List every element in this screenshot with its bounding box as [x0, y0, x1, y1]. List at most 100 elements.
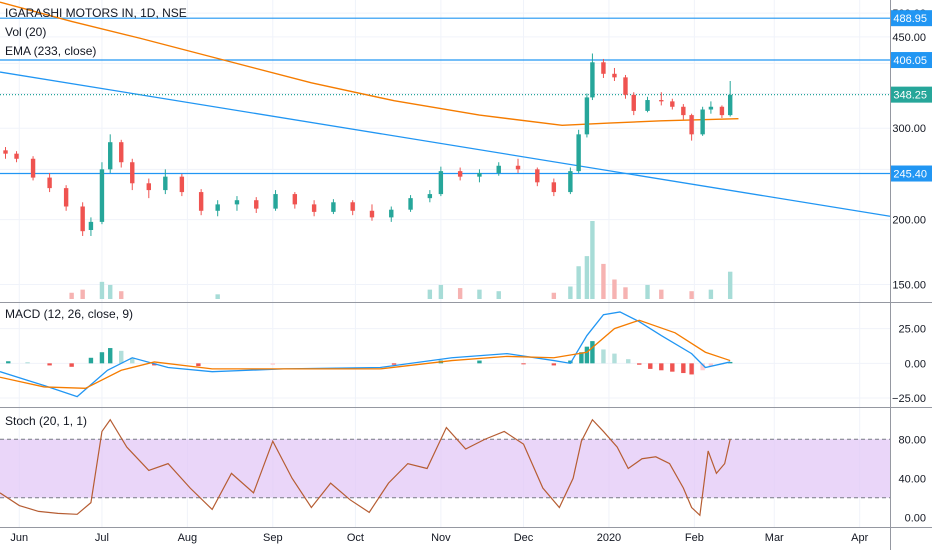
macd-histogram-bar	[670, 363, 675, 372]
candle-body	[99, 169, 105, 222]
time-axis-label: Aug	[178, 532, 198, 544]
macd-axis-label: 0.00	[905, 358, 926, 370]
candle-body	[3, 150, 8, 154]
volume-bar	[551, 292, 557, 299]
price-tag-bg	[891, 52, 932, 69]
ema-label: EMA (233, close)	[5, 44, 96, 58]
macd-histogram-bar	[477, 360, 482, 364]
time-axis-label: Oct	[347, 532, 364, 544]
candle-body	[438, 171, 444, 195]
candle-body	[30, 158, 36, 178]
trendline	[0, 71, 890, 217]
price-axis-label: 450.00	[892, 32, 926, 44]
candle-body	[331, 202, 336, 212]
ema-line	[0, 1, 739, 126]
candle-body	[645, 100, 650, 111]
price-axis-label: 200.00	[892, 215, 926, 227]
stoch-band	[0, 439, 890, 498]
candle-body	[631, 94, 636, 111]
volume-bar	[215, 294, 220, 299]
macd-histogram-bar	[47, 363, 52, 366]
macd-histogram-bar	[6, 361, 11, 364]
candle-body	[88, 221, 94, 230]
volume-bar	[576, 266, 581, 299]
macd-histogram-bar	[648, 363, 653, 369]
macd-histogram-bar	[391, 363, 397, 365]
macd-histogram-bar	[626, 359, 631, 364]
candle-body	[350, 202, 355, 211]
volume-bar	[659, 289, 664, 299]
time-axis-label: 2020	[597, 532, 621, 544]
price-tag-label: 488.95	[893, 13, 927, 25]
macd-histogram-bar	[270, 363, 275, 365]
macd-histogram-bar	[196, 363, 201, 367]
candle-body	[80, 206, 85, 232]
price-tag-label: 406.05	[893, 55, 927, 67]
stoch-axis-label: 80.00	[898, 434, 926, 446]
macd-histogram-bar	[689, 363, 694, 375]
time-axis-label: Dec	[514, 532, 534, 544]
candle-body	[659, 100, 664, 102]
volume-bar	[99, 281, 105, 299]
candle-body	[496, 165, 501, 173]
candle-body	[408, 198, 413, 210]
volume-bar	[119, 291, 124, 299]
macd-line	[0, 311, 731, 398]
candle-body	[108, 142, 113, 170]
symbol-title: IGARASHI MOTORS IN, 1D, NSE	[5, 6, 187, 20]
volume-bar	[601, 263, 606, 299]
candle-body	[234, 200, 240, 205]
volume-bar	[708, 289, 714, 299]
candle-body	[292, 194, 298, 205]
candle-body	[198, 192, 204, 211]
candle-body	[584, 97, 590, 135]
macd-histogram-bar	[637, 363, 642, 365]
price-tag-bg	[891, 86, 932, 103]
volume-bar	[645, 284, 650, 299]
macd-histogram-bar	[659, 363, 664, 371]
candle-body	[708, 106, 714, 110]
candle-body	[63, 188, 69, 207]
volume-bar	[612, 279, 617, 299]
candle-body	[427, 194, 433, 199]
volume-bar	[477, 289, 482, 299]
macd-histogram-bar	[700, 363, 705, 371]
candle-body	[689, 115, 694, 135]
macd-histogram-bar	[69, 363, 74, 367]
time-axis-label: Feb	[685, 532, 704, 544]
candle-body	[727, 94, 733, 116]
price-axis-label: 300.00	[892, 123, 926, 135]
candle-body	[551, 182, 557, 193]
macd-histogram-bar	[612, 353, 617, 364]
volume-bar	[584, 256, 590, 299]
volume-bar	[590, 221, 595, 299]
macd-histogram-bar	[119, 350, 124, 364]
macd-histogram-bar	[584, 346, 590, 364]
macd-axis-label: 25.00	[898, 324, 926, 336]
candle-body	[311, 204, 317, 212]
price-tag-label: 245.40	[893, 169, 927, 181]
candle-body	[119, 142, 124, 163]
stoch-title: Stoch (20, 1, 1)	[5, 414, 87, 428]
volume-bar	[568, 286, 573, 299]
candle-body	[47, 177, 52, 189]
candle-body	[623, 77, 628, 95]
candle-body	[576, 134, 581, 172]
candle-body	[163, 176, 168, 191]
macd-histogram-bar	[130, 357, 135, 364]
candle-body	[719, 106, 725, 116]
time-axis-label: Sep	[263, 532, 283, 544]
candle-body	[369, 210, 375, 218]
time-axis-label: Jun	[10, 532, 28, 544]
time-axis-label: Jul	[95, 532, 109, 544]
candle-body	[130, 162, 135, 184]
macd-histogram-bar	[521, 363, 526, 365]
candle-body	[670, 101, 675, 107]
candle-body	[146, 183, 151, 191]
price-axis-label: 150.00	[892, 279, 926, 291]
price-tag-bg	[891, 10, 932, 27]
macd-axis-label: −25.00	[892, 393, 926, 405]
candle-body	[601, 62, 606, 74]
candle-body	[273, 194, 278, 209]
